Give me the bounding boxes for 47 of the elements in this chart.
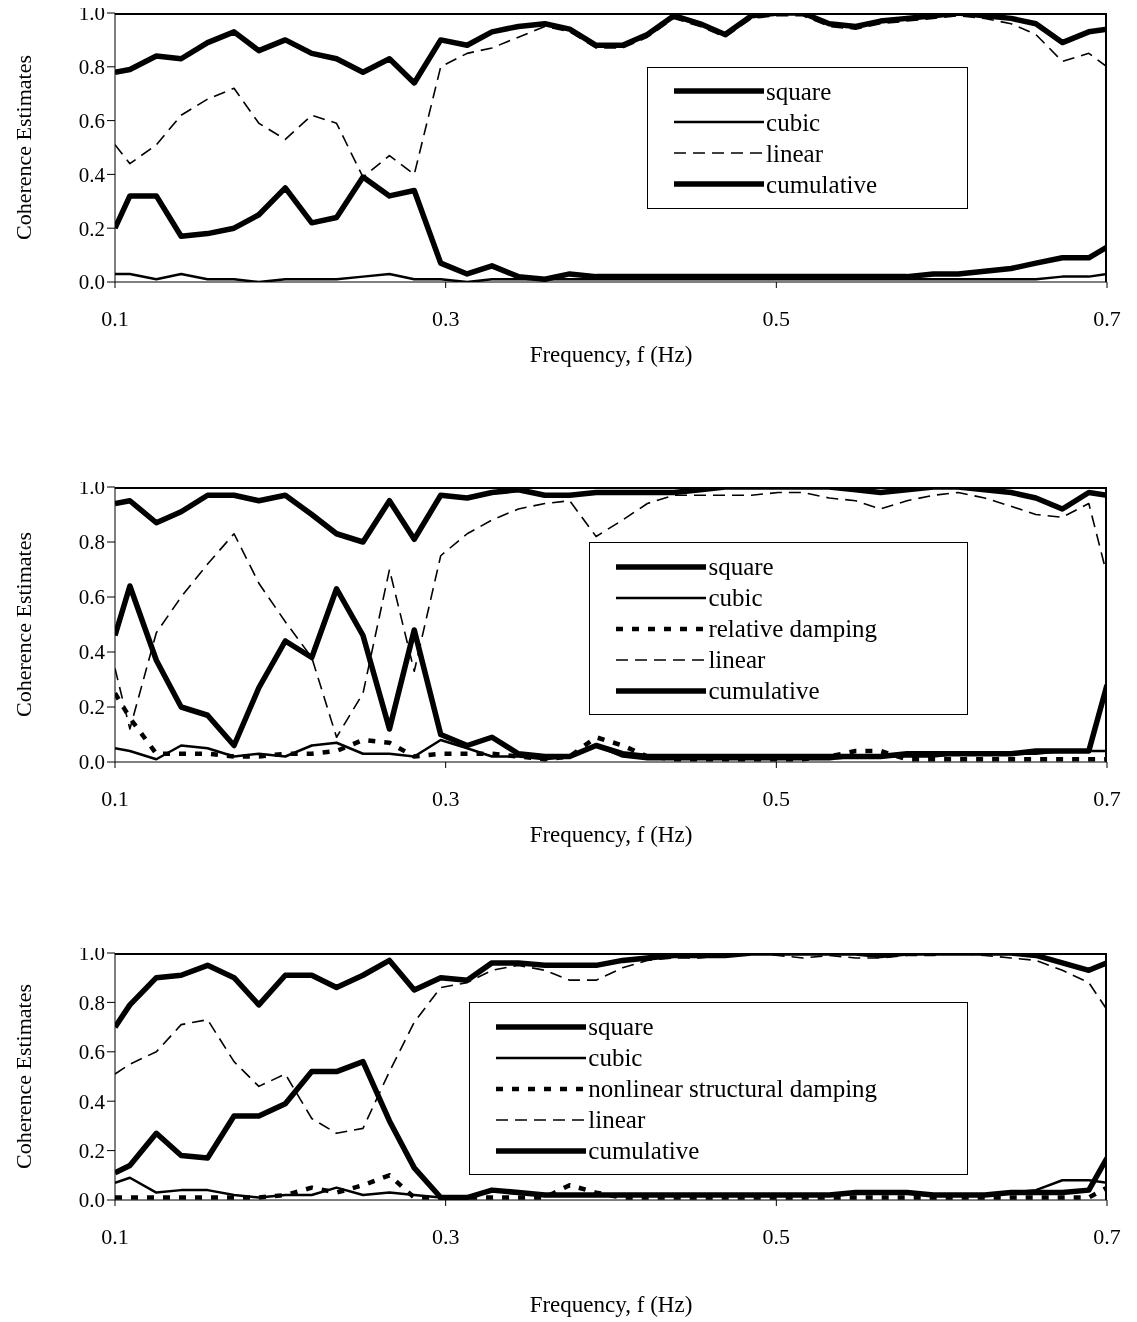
y-axis-title: Coherence Estimates (10, 54, 36, 241)
y-tick-label: 0.4 (78, 162, 106, 187)
y-tick-label: 0.0 (78, 270, 105, 295)
y-tick-label: 0.0 (78, 1188, 105, 1213)
x-axis-title: Frequency, f (Hz) (529, 822, 693, 847)
y-tick-label: 0.4 (78, 640, 106, 665)
x-axis-title: Frequency, f (Hz) (529, 342, 693, 367)
legend-label: square (588, 1012, 654, 1043)
y-tick-label: 0.2 (78, 216, 105, 241)
legend-label: cubic (766, 107, 821, 138)
legend-label: cumulative (766, 169, 878, 200)
x-tick-label: 0.1 (101, 305, 129, 331)
x-tick-label: 0.5 (762, 305, 791, 331)
y-axis-title: Coherence Estimates (10, 983, 36, 1170)
x-tick-label: 0.7 (1093, 785, 1121, 811)
legend-label: cubic (588, 1043, 643, 1074)
x-tick-label: 0.5 (762, 1223, 791, 1249)
legend-label: cumulative (588, 1136, 700, 1167)
y-tick-label: 0.6 (78, 585, 105, 610)
legend-label: square (766, 76, 832, 107)
x-tick-label: 0.3 (431, 305, 460, 331)
x-tick-label: 0.7 (1093, 1223, 1121, 1249)
x-tick-label: 0.5 (762, 785, 791, 811)
y-tick-label: 0.0 (78, 750, 105, 775)
legend-label: relative damping (708, 614, 878, 644)
x-tick-label: 0.1 (101, 785, 129, 811)
legend-label: linear (766, 138, 823, 169)
x-tick-label: 0.3 (431, 785, 460, 811)
y-tick-label: 0.8 (78, 530, 105, 555)
legend-label: cubic (708, 583, 763, 613)
legend-label: cumulative (708, 676, 820, 706)
y-tick-label: 0.4 (78, 1089, 106, 1114)
legend-label: nonlinear structural damping (588, 1074, 878, 1105)
x-tick-label: 0.3 (431, 1223, 460, 1249)
legend-label: square (708, 552, 774, 582)
y-tick-label: 0.2 (78, 695, 105, 720)
legend-label: linear (708, 645, 766, 675)
y-tick-label: 0.6 (78, 1040, 105, 1065)
y-axis-title: Coherence Estimates (10, 531, 36, 718)
x-axis-title: Frequency, f (Hz) (529, 1292, 693, 1317)
y-tick-label: 0.8 (78, 55, 105, 80)
y-tick-label: 0.8 (78, 990, 105, 1015)
y-tick-label: 0.2 (78, 1139, 105, 1164)
x-tick-label: 0.7 (1093, 305, 1121, 331)
y-tick-label: 0.6 (78, 109, 105, 134)
legend-label: linear (588, 1105, 646, 1136)
x-tick-label: 0.1 (101, 1223, 129, 1249)
